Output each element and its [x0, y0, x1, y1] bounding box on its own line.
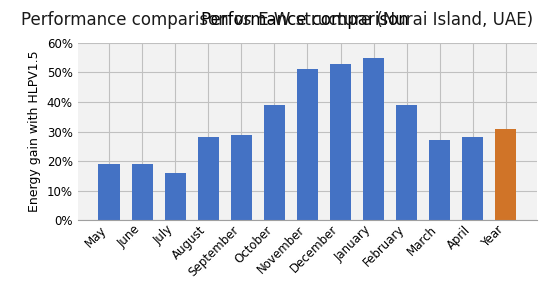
- Bar: [264, 105, 285, 220]
- Bar: [230, 135, 252, 220]
- Bar: [429, 140, 450, 220]
- Text: Performance comparison: Performance comparison: [21, 11, 234, 29]
- Bar: [462, 137, 484, 220]
- Bar: [165, 173, 186, 220]
- Bar: [198, 137, 219, 220]
- Bar: [495, 129, 516, 220]
- Bar: [99, 164, 120, 220]
- Bar: [363, 58, 384, 220]
- Text: vs: vs: [234, 11, 253, 29]
- Y-axis label: Energy gain with HLPV1.5: Energy gain with HLPV1.5: [28, 51, 41, 212]
- Text: Performance comparison: Performance comparison: [201, 11, 414, 29]
- Bar: [396, 105, 417, 220]
- Bar: [330, 64, 351, 220]
- Text: E-W structure (Nurai Island, UAE): E-W structure (Nurai Island, UAE): [253, 11, 533, 29]
- Bar: [297, 69, 318, 220]
- Bar: [131, 164, 153, 220]
